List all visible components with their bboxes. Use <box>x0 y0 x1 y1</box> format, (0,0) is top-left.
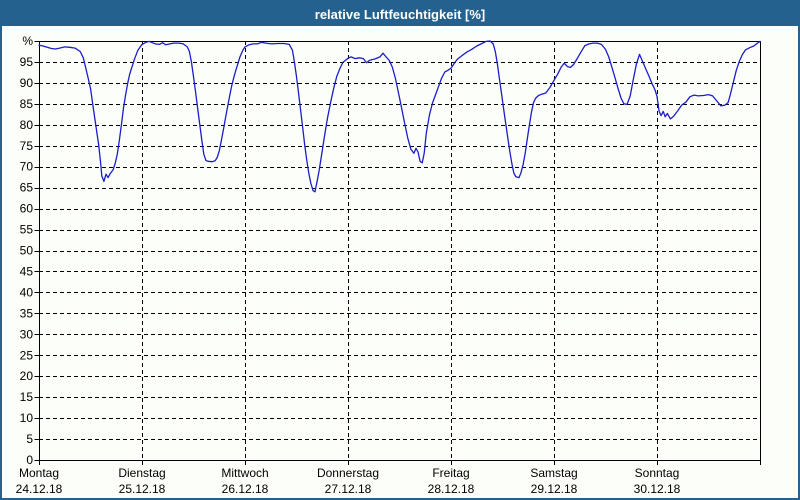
y-axis-tick-label: 95 <box>20 55 34 69</box>
y-axis-tick-label: 75 <box>20 139 34 153</box>
y-axis-tick-label: 85 <box>20 97 34 111</box>
x-axis-day-label: Sonntag <box>635 466 680 480</box>
y-axis-tick-label: 25 <box>20 348 34 362</box>
y-axis-tick-label: 55 <box>20 223 34 237</box>
x-axis-day-label: Dienstag <box>118 466 165 480</box>
x-axis-date-label: 26.12.18 <box>222 482 269 496</box>
x-axis-date-label: 27.12.18 <box>325 482 372 496</box>
y-axis-tick-label: 30 <box>20 327 34 341</box>
window-title: relative Luftfeuchtigkeit [%] <box>314 6 486 22</box>
x-axis-date-label: 30.12.18 <box>634 482 681 496</box>
y-axis-tick-label: 65 <box>20 181 34 195</box>
x-axis-day-label: Mittwoch <box>221 466 268 480</box>
x-axis-date-label: 29.12.18 <box>531 482 578 496</box>
y-axis-tick-label: % <box>22 34 33 48</box>
x-axis-date-label: 28.12.18 <box>428 482 475 496</box>
x-axis-day-label: Freitag <box>432 466 469 480</box>
y-axis-tick-label: 80 <box>20 118 34 132</box>
window-title-bar[interactable]: relative Luftfeuchtigkeit [%] <box>2 2 798 26</box>
y-axis-tick-label: 0 <box>26 453 33 467</box>
y-axis-tick-label: 50 <box>20 244 34 258</box>
y-axis-tick-label: 10 <box>20 411 34 425</box>
y-axis-tick-label: 15 <box>20 390 34 404</box>
humidity-line-series <box>38 40 761 193</box>
y-axis-tick-label: 60 <box>20 202 34 216</box>
y-axis-tick-label: 35 <box>20 306 34 320</box>
y-axis-tick-label: 70 <box>20 160 34 174</box>
y-axis-tick-label: 45 <box>20 264 34 278</box>
y-axis-tick-label: 40 <box>20 285 34 299</box>
x-axis-day-label: Montag <box>19 466 59 480</box>
x-axis-date-label: 24.12.18 <box>16 482 63 496</box>
x-axis-day-label: Donnerstag <box>317 466 379 480</box>
y-axis-tick-label: 5 <box>26 432 33 446</box>
y-axis-tick-label: 20 <box>20 369 34 383</box>
x-axis-day-label: Samstag <box>530 466 577 480</box>
x-axis-date-label: 25.12.18 <box>119 482 166 496</box>
y-axis-tick-label: 90 <box>20 76 34 90</box>
